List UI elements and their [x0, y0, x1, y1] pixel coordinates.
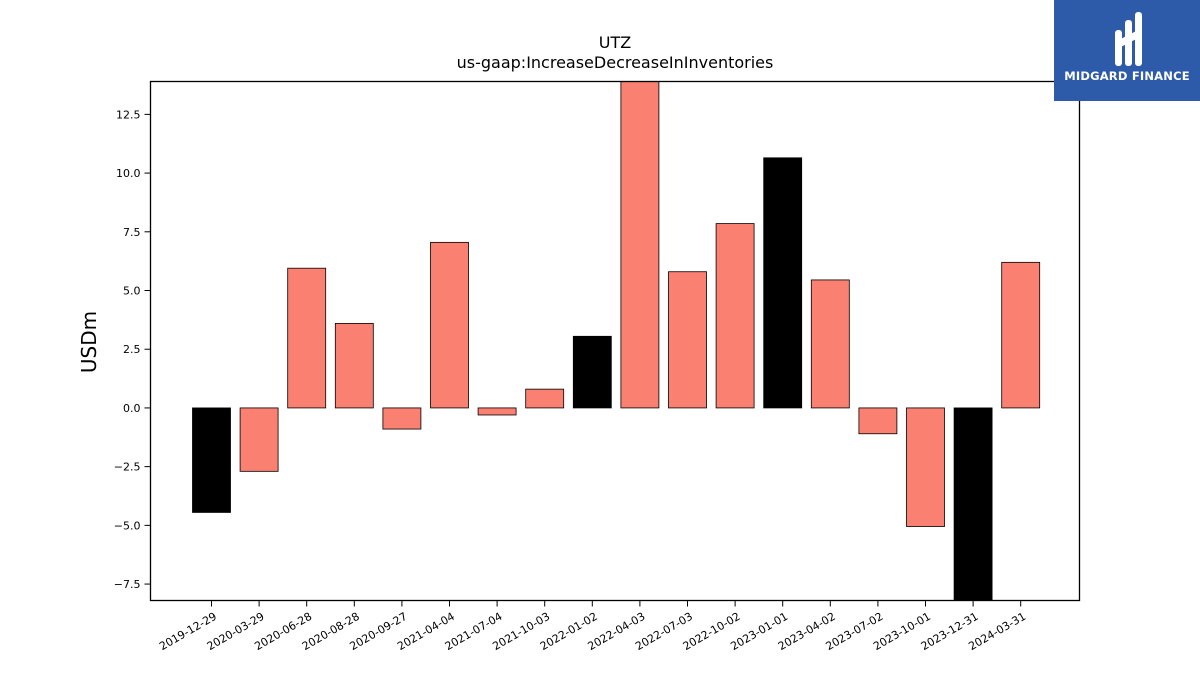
bar-2022-07-03: [668, 271, 707, 409]
bar-2023-01-01: [763, 157, 803, 409]
bar-2022-04-03: [620, 81, 660, 409]
bar-2020-06-28: [287, 267, 327, 409]
y-tick-label: 7.5: [123, 226, 141, 239]
bar-2024-03-31: [1001, 261, 1041, 409]
bar-2022-10-02: [715, 223, 755, 409]
logo-text: MIDGARD FINANCE: [1064, 69, 1190, 83]
y-tick-label: −7.5: [114, 578, 141, 591]
y-tick-label: 12.5: [116, 108, 141, 121]
bar-2021-07-04: [477, 407, 517, 416]
x-ticks-group: 2019-12-292020-03-292020-06-282020-08-28…: [157, 600, 1028, 653]
bar-2023-12-31: [953, 407, 993, 601]
bar-2023-07-02: [858, 407, 898, 435]
chart-subtitle: us-gaap:IncreaseDecreaseInInventories: [457, 53, 774, 72]
chart-title: UTZ: [599, 33, 631, 52]
y-axis-label: USDm: [77, 311, 101, 373]
bar-2023-10-01: [906, 407, 945, 527]
bar-2021-04-04: [430, 241, 469, 409]
bar-2020-08-28: [334, 322, 374, 409]
y-tick-label: 2.5: [123, 343, 141, 356]
bar-2021-10-03: [525, 388, 565, 409]
y-ticks-group: −7.5 −5.0 −2.5 0.0 2.5 5.0 7.5 10.0 12.5: [114, 108, 151, 591]
bar-2022-01-02: [572, 335, 612, 409]
bar-2019-12-29: [192, 407, 231, 513]
y-tick-label: 10.0: [116, 167, 141, 180]
bar-2023-04-02: [810, 279, 850, 409]
y-tick-label: −2.5: [114, 461, 141, 474]
midgard-finance-logo: MIDGARD FINANCE: [1054, 0, 1200, 101]
y-tick-label: 0.0: [123, 402, 141, 415]
y-tick-label: 5.0: [123, 285, 141, 298]
bars-group: [192, 81, 1041, 601]
plot-frame: [149, 80, 1081, 602]
bar-2020-09-27: [382, 407, 422, 430]
y-tick-label: −5.0: [114, 519, 141, 532]
bar-2020-03-29: [239, 407, 279, 472]
logo-mark-icon: [1115, 12, 1142, 66]
